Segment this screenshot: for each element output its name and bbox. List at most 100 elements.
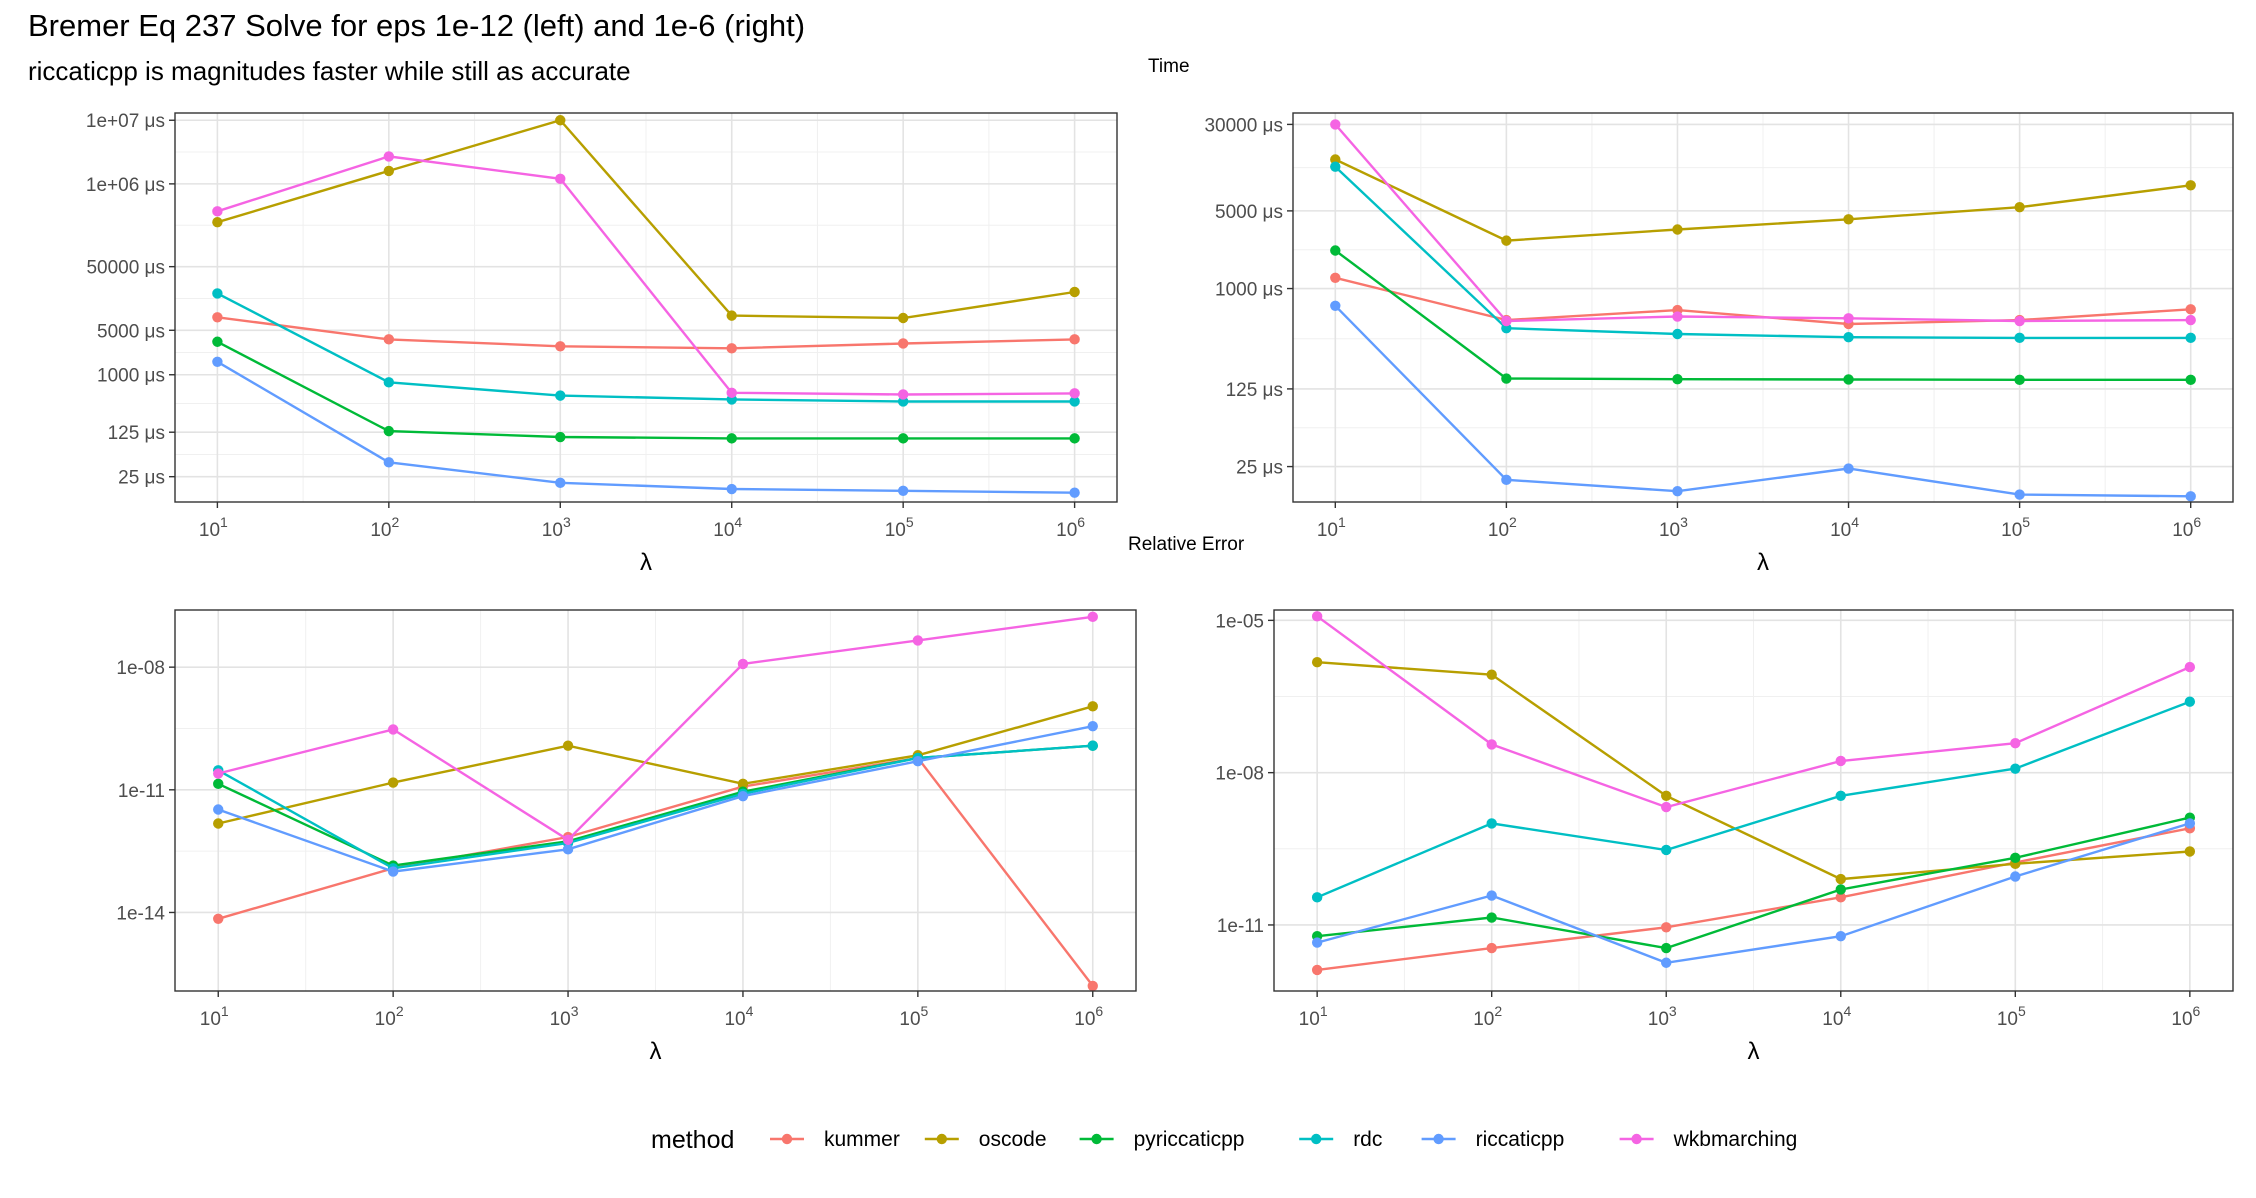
point-kummer [383,334,395,345]
legend-label: wkbmarching [1673,1128,1798,1151]
point-wkbmarching [1087,611,1098,623]
x-axis-title: λ [1748,1038,1760,1065]
legend-key-point [1631,1133,1642,1145]
x-tick-label: 105 [899,1003,928,1030]
legend-key-point [781,1133,793,1145]
y-tick-label: 1e-08 [116,658,165,679]
series-line-wkbmarching [1334,123,2191,323]
point-riccaticpp [1672,486,1683,497]
y-tick-label: 50000 μs [86,258,165,279]
point-oscode [555,115,566,126]
point-rdc [2184,696,2196,707]
x-tick-label: 105 [885,514,914,541]
point-wkbmarching [1486,739,1497,750]
point-wkbmarching [1843,313,1854,324]
y-tick-label: 1e-08 [1215,764,1264,785]
point-oscode [1843,214,1854,225]
point-riccaticpp [2185,491,2196,502]
legend-label: rdc [1353,1128,1382,1151]
point-riccaticpp [555,477,566,489]
point-rdc [555,390,566,401]
point-riccaticpp [387,866,399,877]
point-kummer [897,338,909,349]
y-tick-label: 1e-11 [118,781,165,802]
point-wkbmarching [383,151,395,162]
point-kummer [213,913,224,924]
legend-item-kummer: kummer [770,1128,900,1151]
series-line-oscode [217,705,1094,825]
x-axis-title: λ [1757,549,1769,576]
x-tick-label: 102 [1473,1003,1502,1030]
point-kummer [2185,304,2196,315]
chart-subtitle: riccaticpp is magnitudes faster while st… [28,56,631,86]
point-oscode [1486,669,1497,680]
y-tick-label: 25 μs [118,468,165,489]
legend-key-point [936,1133,947,1145]
point-pyriccaticpp [2010,852,2021,864]
panel-top-right: 25 μs 125 μs 1000 μs 5000 μs 30000 μs 101 102 1… [1204,112,2234,576]
point-oscode [1672,224,1683,235]
point-wkbmarching [2010,738,2021,749]
x-tick-label: 106 [1074,1003,1103,1030]
point-rdc [383,377,395,388]
point-oscode [2014,201,2025,213]
panel-border [174,609,1137,992]
series-line-riccaticpp [216,360,1075,494]
legend-label: kummer [824,1128,900,1151]
legend-title: method [651,1126,734,1154]
point-riccaticpp [1330,300,1341,311]
y-tick-label: 1e-05 [1215,611,1264,632]
point-rdc [212,288,223,299]
point-wkbmarching [1330,119,1341,130]
point-pyriccaticpp [212,336,223,347]
point-oscode [2184,846,2196,857]
point-kummer [1835,892,1846,903]
y-tick-label: 1e+06 μs [86,175,165,196]
point-riccaticpp [383,457,395,468]
point-wkbmarching [1672,311,1683,322]
point-rdc [1087,740,1098,751]
point-riccaticpp [562,844,574,855]
legend-item-rdc: rdc [1299,1128,1382,1151]
point-wkbmarching [1835,755,1846,767]
point-oscode [383,165,395,177]
point-rdc [2014,332,2025,344]
legend-key-point [1091,1133,1102,1145]
point-kummer [555,341,566,352]
plots-canvas: 25 μs 125 μs 1000 μs 5000 μs 50000 μs 1e+06 μ… [86,111,2234,1065]
x-tick-label: 104 [724,1003,753,1030]
y-tick-label: 5000 μs [1215,202,1283,223]
x-tick-label: 104 [1822,1003,1851,1030]
point-riccaticpp [1311,937,1323,948]
point-kummer [1069,334,1080,345]
point-riccaticpp [1486,890,1497,901]
series-line-wkbmarching [1316,615,2191,809]
series-line-riccaticpp [1334,304,2191,498]
point-riccaticpp [2184,818,2196,829]
point-oscode [726,310,737,321]
point-oscode [212,216,223,228]
y-tick-label: 125 μs [1226,380,1283,401]
point-oscode [1835,873,1846,885]
point-riccaticpp [212,356,223,367]
point-riccaticpp [1087,720,1098,732]
x-tick-label: 102 [1488,514,1517,541]
panel-bottom-left: 1e-14 1e-11 1e-08 101 102 103 104 105 106 λ [116,609,1137,1065]
x-tick-label: 106 [2172,514,2201,541]
point-pyriccaticpp [383,425,395,437]
series-line-pyriccaticpp [216,340,1075,440]
point-riccaticpp [897,485,909,496]
point-oscode [1087,701,1098,712]
series-line-oscode [1334,158,2191,242]
series-line-kummer [217,316,1075,350]
point-riccaticpp [1843,463,1854,474]
x-tick-label: 103 [542,514,571,541]
x-tick-label: 105 [2001,514,2030,541]
legend-label: pyriccaticpp [1134,1128,1245,1151]
y-tick-label: 125 μs [108,423,165,444]
point-kummer [1311,964,1323,976]
point-pyriccaticpp [897,433,909,444]
point-riccaticpp [2014,489,2025,500]
point-wkbmarching [1661,801,1672,813]
point-rdc [2185,332,2196,344]
